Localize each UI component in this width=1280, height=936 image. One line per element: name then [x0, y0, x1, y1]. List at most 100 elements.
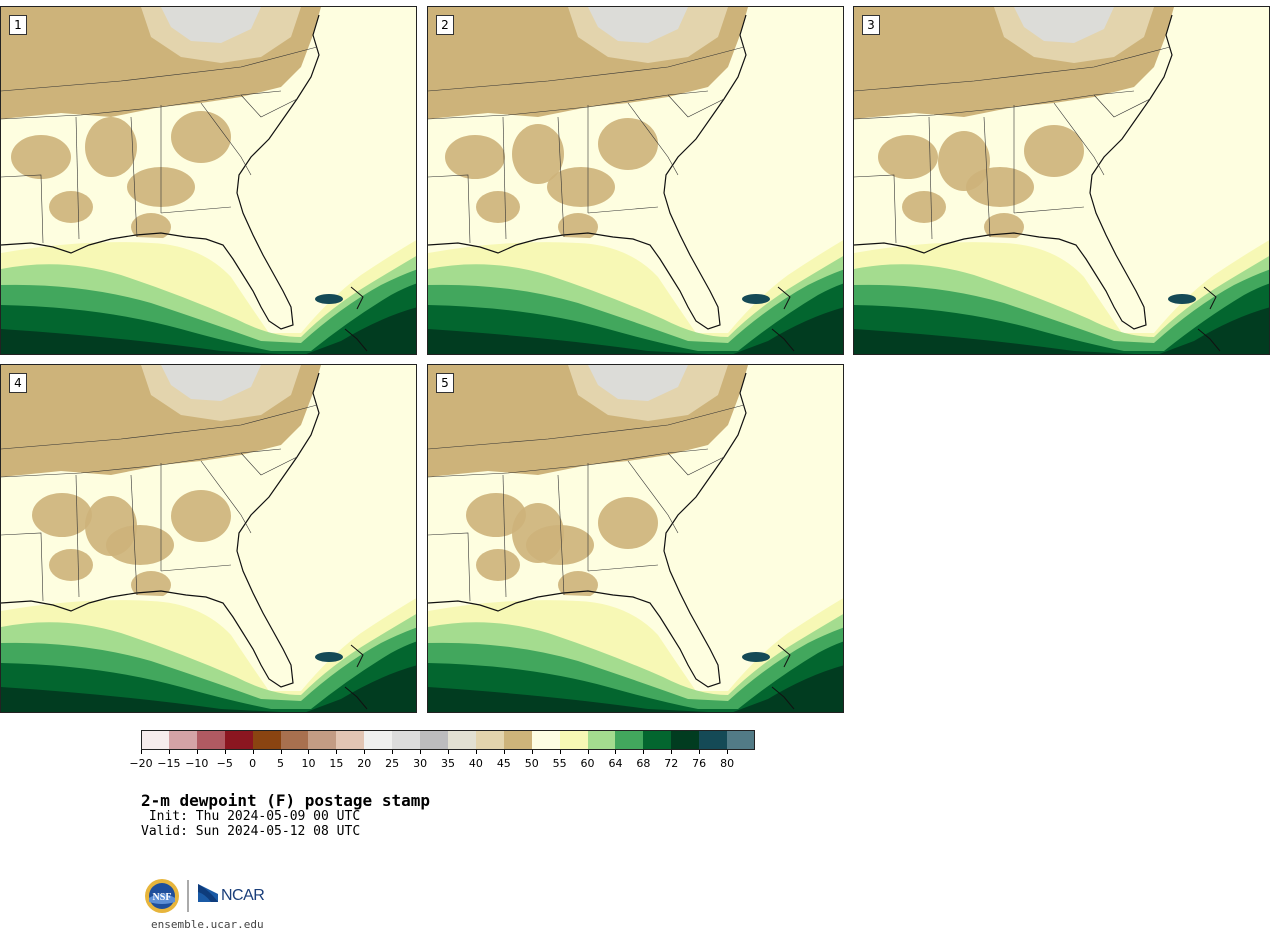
colorbar-tick-label: 45: [496, 757, 511, 770]
colorbar-swatch: [196, 730, 225, 750]
colorbar-tick-label: −15: [157, 757, 181, 770]
colorbar-tick-mark: [699, 750, 701, 754]
colorbar-tick-label: 25: [385, 757, 400, 770]
state-border: [854, 46, 1171, 92]
panel-number: 1: [9, 15, 27, 35]
state-border: [1, 404, 318, 450]
map-fill: [854, 7, 1269, 354]
colorbar-tick-mark: [308, 750, 310, 754]
state-border: [667, 94, 725, 118]
svg-text:NSF: NSF: [153, 892, 172, 903]
state-border: [1, 46, 318, 92]
coastline: [1, 14, 320, 330]
colorbar-swatch: [308, 730, 337, 750]
islands: [771, 644, 795, 710]
colorbar-tick-mark: [336, 750, 338, 754]
colorbar-swatch: [503, 730, 532, 750]
state-border: [130, 116, 138, 238]
colorbar-tick-mark: [280, 750, 282, 754]
state-border: [428, 404, 745, 450]
colorbar-tick-label: 15: [329, 757, 344, 770]
init-time: Init: Thu 2024-05-09 00 UTC: [141, 809, 361, 824]
colorbar-tick-mark: [531, 750, 533, 754]
state-border: [130, 474, 138, 596]
islands: [771, 286, 795, 352]
state-border: [667, 452, 725, 476]
colorbar-tick-mark: [392, 750, 394, 754]
state-border: [627, 460, 679, 534]
colorbar-swatch: [671, 730, 700, 750]
colorbar-tick-mark: [448, 750, 449, 754]
coastline: [428, 14, 747, 330]
colorbar-tick-label: 20: [357, 757, 372, 770]
colorbar-swatch: [615, 730, 644, 750]
state-border: [160, 564, 232, 572]
state-border: [557, 474, 565, 596]
state-border: [854, 174, 897, 244]
colorbar-tick-label: 30: [413, 757, 428, 770]
dewpoint-map: [854, 7, 1269, 354]
state-border: [240, 452, 298, 476]
ensemble-member-panel-4: 4: [0, 364, 417, 713]
colorbar-tick-label: 0: [249, 757, 257, 770]
colorbar-swatch: [531, 730, 560, 750]
panel-number: 3: [862, 15, 880, 35]
colorbar-tick-label: 35: [441, 757, 455, 770]
website-link[interactable]: ensemble.ucar.edu: [151, 918, 264, 931]
panel-number: 4: [9, 373, 27, 393]
state-border: [75, 116, 80, 240]
dewpoint-map: [428, 7, 843, 354]
colorbar-tick-label: 60: [580, 757, 595, 770]
state-border: [557, 116, 565, 238]
state-border: [200, 102, 252, 176]
colorbar-swatch: [336, 730, 365, 750]
colorbar-swatch: [168, 730, 197, 750]
colorbar-tick-mark: [727, 750, 729, 754]
colorbar-tick-mark: [615, 750, 617, 754]
colorbar-tick-mark: [503, 750, 505, 754]
map-fill: [428, 7, 843, 354]
map-fill: [428, 365, 843, 712]
ensemble-member-panel-2: 2: [427, 6, 844, 355]
colorbar-swatch: [420, 730, 449, 750]
state-border: [428, 532, 471, 602]
colorbar-swatch: [727, 730, 756, 750]
colorbar-swatch: [643, 730, 672, 750]
state-border: [200, 460, 252, 534]
colorbar-tick-mark: [671, 750, 673, 754]
colorbar-tick-label: 5: [277, 757, 285, 770]
state-border: [428, 46, 745, 92]
coastline: [428, 372, 747, 688]
colorbar-swatch: [699, 730, 728, 750]
ncar-logo-text: NCAR: [221, 887, 265, 904]
colorbar-tick-label: 76: [692, 757, 707, 770]
colorbar-tick-label: −10: [185, 757, 209, 770]
state-border: [1053, 102, 1105, 176]
colorbar-tick-label: 72: [664, 757, 679, 770]
colorbar-tick-mark: [196, 750, 198, 754]
islands: [344, 286, 368, 352]
colorbar-swatch: [448, 730, 476, 750]
colorbar-tick-mark: [141, 750, 142, 754]
state-border: [502, 116, 507, 240]
colorbar-tick-mark: [168, 750, 170, 754]
colorbar-tick-label: 50: [524, 757, 539, 770]
colorbar-tick-label: 64: [608, 757, 623, 770]
colorbar-tick-label: 80: [720, 757, 735, 770]
state-border: [587, 206, 659, 214]
colorbar-tick-mark: [559, 750, 561, 754]
valid-time: Valid: Sun 2024-05-12 08 UTC: [141, 824, 361, 839]
colorbar-tick-label: −5: [216, 757, 233, 770]
colorbar-tick-mark: [224, 750, 226, 754]
colorbar-swatch: [224, 730, 253, 750]
dewpoint-map: [428, 365, 843, 712]
colorbar-swatch: [252, 730, 281, 750]
state-border: [160, 206, 232, 214]
map-fill: [1, 365, 416, 712]
state-border: [983, 116, 991, 238]
plot-title: 2-m dewpoint (F) postage stamp: [141, 791, 430, 810]
colorbar-tick-mark: [420, 750, 422, 754]
map-fill: [1, 7, 416, 354]
colorbar-frame: [141, 730, 755, 750]
ensemble-member-panel-3: 3: [853, 6, 1270, 355]
